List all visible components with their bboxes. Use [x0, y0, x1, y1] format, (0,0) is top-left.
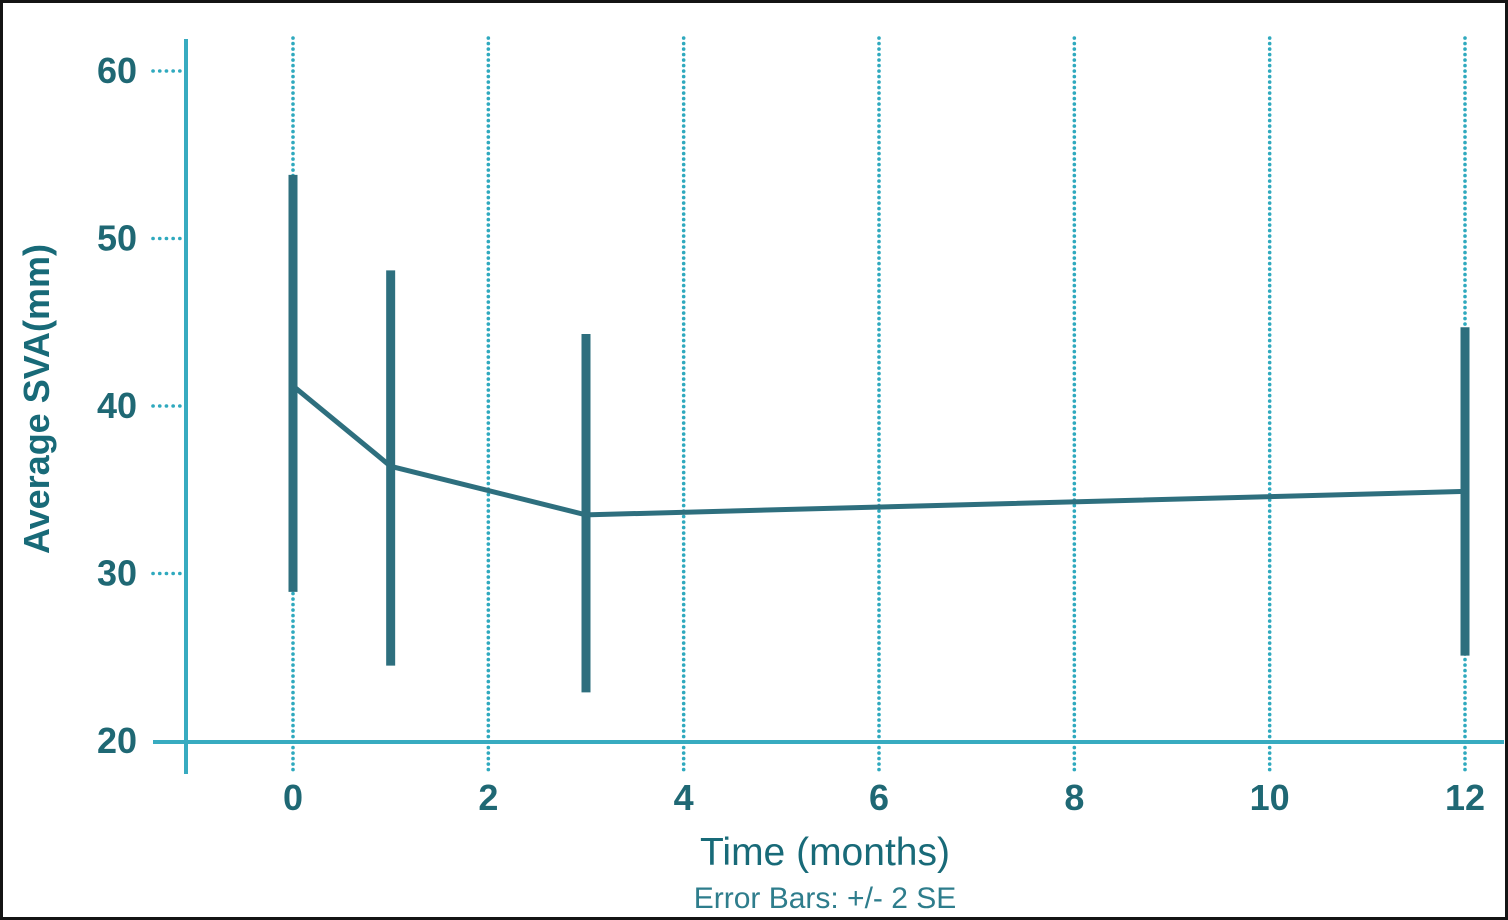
series-layer	[288, 174, 1470, 693]
x-axis-title: Time (months)	[700, 831, 950, 874]
y-axis-title: Average SVA(mm)	[16, 244, 57, 554]
y-tick-label-20: 20	[97, 720, 137, 761]
axis-layer	[153, 39, 1504, 774]
x-tick-label-8: 8	[1064, 777, 1084, 818]
x-tick-label-6: 6	[869, 777, 889, 818]
y-tick-label-40: 40	[97, 385, 137, 426]
x-tick-label-10: 10	[1250, 777, 1290, 818]
x-tick-label-12: 12	[1445, 777, 1485, 818]
tick-label-layer: 20 30 40 50 60 0 2 4 6 8 10 12	[97, 50, 1485, 818]
x-tick-label-2: 2	[478, 777, 498, 818]
x-tick-label-4: 4	[674, 777, 694, 818]
x-tick-label-0: 0	[283, 777, 303, 818]
mean-line	[290, 383, 1468, 518]
error-bars-note: Error Bars: +/- 2 SE	[694, 882, 957, 915]
chart-canvas: 20 30 40 50 60 0 2 4 6 8 10 12 Time (months) Error …	[16, 36, 1504, 915]
y-tick-label-30: 30	[97, 553, 137, 594]
gridline-layer	[151, 36, 1467, 776]
y-tick-label-50: 50	[97, 218, 137, 259]
y-tick-label-60: 60	[97, 50, 137, 91]
